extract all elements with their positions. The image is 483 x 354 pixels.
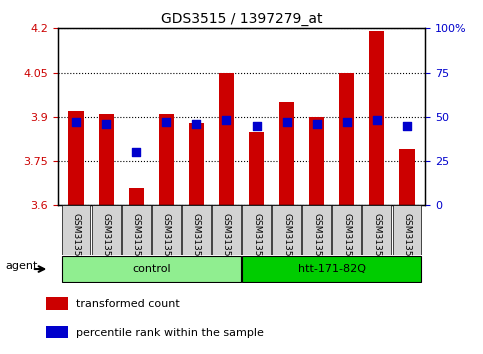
Text: GSM313585: GSM313585 xyxy=(312,213,321,268)
Point xyxy=(343,119,351,125)
FancyBboxPatch shape xyxy=(212,205,241,255)
Bar xyxy=(69,111,84,205)
Point xyxy=(373,118,381,123)
Point xyxy=(72,119,80,125)
Text: GSM313577: GSM313577 xyxy=(71,213,81,268)
FancyBboxPatch shape xyxy=(122,205,151,255)
Text: GSM313583: GSM313583 xyxy=(252,213,261,268)
Point xyxy=(223,118,230,123)
Bar xyxy=(219,73,234,205)
FancyBboxPatch shape xyxy=(302,205,331,255)
Text: GSM313582: GSM313582 xyxy=(222,213,231,268)
Bar xyxy=(279,102,294,205)
FancyBboxPatch shape xyxy=(61,256,241,282)
Bar xyxy=(46,326,68,338)
Title: GDS3515 / 1397279_at: GDS3515 / 1397279_at xyxy=(161,12,322,26)
Point xyxy=(403,123,411,129)
FancyBboxPatch shape xyxy=(61,205,90,255)
Text: percentile rank within the sample: percentile rank within the sample xyxy=(76,328,264,338)
FancyBboxPatch shape xyxy=(393,205,422,255)
Bar xyxy=(399,149,414,205)
Text: GSM313578: GSM313578 xyxy=(101,213,111,268)
FancyBboxPatch shape xyxy=(272,205,301,255)
FancyBboxPatch shape xyxy=(332,205,361,255)
Point xyxy=(162,119,170,125)
FancyBboxPatch shape xyxy=(182,205,211,255)
Text: agent: agent xyxy=(6,261,38,271)
Bar xyxy=(309,117,324,205)
Text: GSM313580: GSM313580 xyxy=(162,213,171,268)
Text: GSM313579: GSM313579 xyxy=(132,213,141,268)
Point xyxy=(193,121,200,127)
Point xyxy=(102,121,110,127)
FancyBboxPatch shape xyxy=(242,256,422,282)
Text: control: control xyxy=(132,264,170,274)
FancyBboxPatch shape xyxy=(92,205,121,255)
FancyBboxPatch shape xyxy=(242,205,271,255)
Bar xyxy=(339,73,355,205)
Text: transformed count: transformed count xyxy=(76,299,180,309)
Point xyxy=(283,119,290,125)
Text: htt-171-82Q: htt-171-82Q xyxy=(298,264,366,274)
Bar xyxy=(249,132,264,205)
Text: GSM313586: GSM313586 xyxy=(342,213,351,268)
Point xyxy=(313,121,321,127)
Text: GSM313587: GSM313587 xyxy=(372,213,382,268)
Text: GSM313588: GSM313588 xyxy=(402,213,412,268)
Text: GSM313581: GSM313581 xyxy=(192,213,201,268)
Point xyxy=(132,149,140,155)
Text: GSM313584: GSM313584 xyxy=(282,213,291,268)
Bar xyxy=(99,114,114,205)
Point xyxy=(253,123,260,129)
Bar xyxy=(128,188,144,205)
Bar xyxy=(369,31,384,205)
FancyBboxPatch shape xyxy=(362,205,391,255)
Bar xyxy=(46,297,68,310)
Bar xyxy=(159,114,174,205)
FancyBboxPatch shape xyxy=(152,205,181,255)
Bar xyxy=(189,123,204,205)
